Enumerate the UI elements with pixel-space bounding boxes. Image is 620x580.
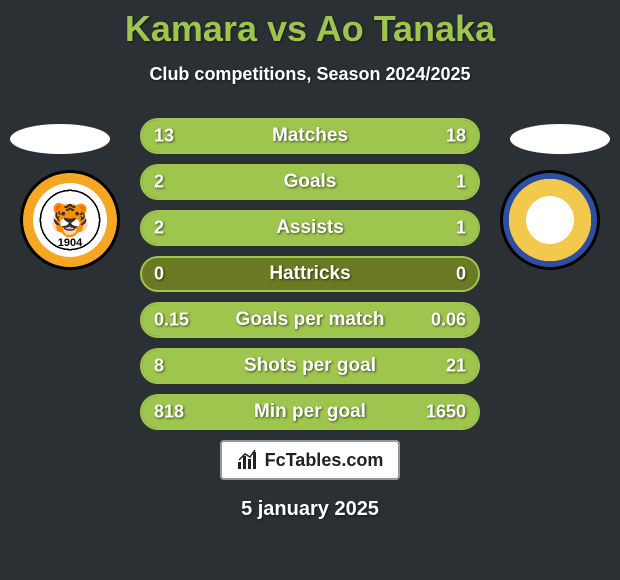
stat-value-right: 0.06 — [431, 310, 466, 331]
stats-container: 13Matches18 2Goals1 2Assists1 0Hattricks0 0.… — [140, 118, 480, 430]
stat-label: Matches — [142, 125, 478, 147]
stat-row: 2Assists1 — [140, 210, 480, 246]
stat-row: 0Hattricks0 — [140, 256, 480, 292]
stat-value-right: 0 — [456, 264, 466, 285]
stat-row: 0.15Goals per match0.06 — [140, 302, 480, 338]
stat-label: Goals per match — [142, 309, 478, 331]
stat-value-right: 1 — [456, 172, 466, 193]
stat-value-right: 21 — [446, 356, 466, 377]
stat-label: Assists — [142, 217, 478, 239]
stat-value-right: 1 — [456, 218, 466, 239]
right-ellipse — [510, 124, 610, 154]
stat-row: 8Shots per goal21 — [140, 348, 480, 384]
footer-brand-text: FcTables.com — [265, 450, 384, 471]
left-club-badge: 🐯 1904 — [20, 170, 120, 270]
stat-label: Hattricks — [142, 263, 478, 285]
stat-row: 818Min per goal1650 — [140, 394, 480, 430]
stat-value-right: 18 — [446, 126, 466, 147]
footer-brand: FcTables.com — [220, 440, 400, 480]
stat-label: Shots per goal — [142, 355, 478, 377]
stat-row: 2Goals1 — [140, 164, 480, 200]
right-club-badge — [500, 170, 600, 270]
left-badge-year: 1904 — [58, 237, 82, 249]
chart-icon — [237, 450, 261, 470]
page-title: Kamara vs Ao Tanaka — [0, 0, 620, 50]
tiger-icon: 🐯 — [50, 204, 90, 236]
stat-value-right: 1650 — [426, 402, 466, 423]
left-badge-inner: 🐯 1904 — [33, 183, 107, 257]
stat-row: 13Matches18 — [140, 118, 480, 154]
left-ellipse — [10, 124, 110, 154]
stat-label: Goals — [142, 171, 478, 193]
subtitle: Club competitions, Season 2024/2025 — [0, 64, 620, 85]
date-text: 5 january 2025 — [0, 498, 620, 521]
